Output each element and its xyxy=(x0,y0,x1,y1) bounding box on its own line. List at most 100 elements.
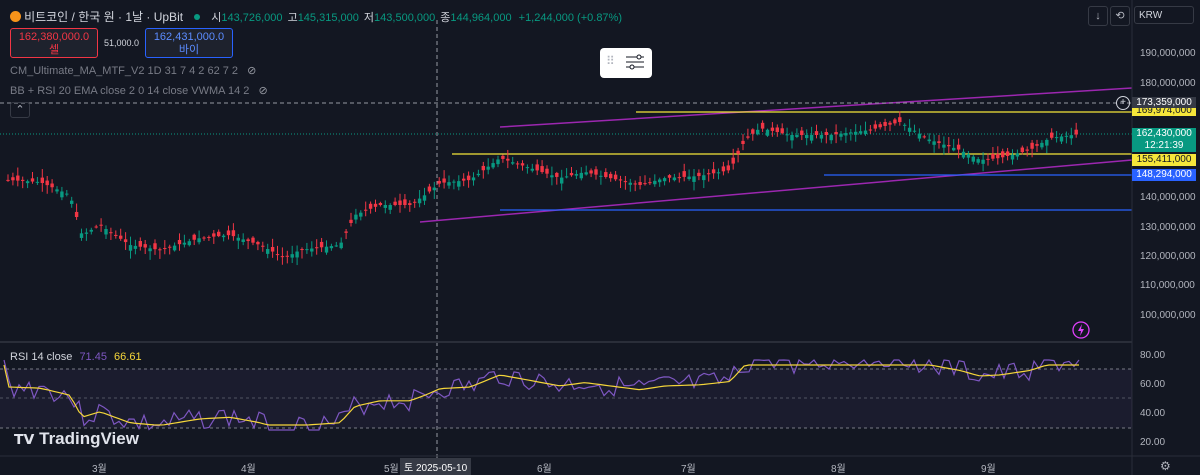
channel-upper-line[interactable] xyxy=(499,87,1133,128)
candle-body xyxy=(128,245,133,251)
month-label: 6월 xyxy=(537,464,552,475)
candle-body xyxy=(746,136,750,138)
sell-button[interactable]: 162,380,000.0 셀 xyxy=(10,28,98,58)
low-value: 143,500,000 xyxy=(374,12,436,24)
candle-body xyxy=(354,214,358,220)
buy-label: 바이 xyxy=(178,44,200,56)
candle-body xyxy=(844,133,848,136)
candle-body xyxy=(976,159,980,163)
currency-selector[interactable]: KRW xyxy=(1134,6,1194,24)
month-label: 8월 xyxy=(831,464,846,475)
candle-body xyxy=(520,163,525,166)
eye-off-icon[interactable]: ⊘ xyxy=(258,85,268,97)
candle-body xyxy=(319,241,324,248)
candle-body xyxy=(261,245,265,247)
candle-body xyxy=(707,173,711,175)
candle-body xyxy=(35,181,40,183)
candle-body xyxy=(334,245,338,247)
settings-gear-icon[interactable]: ⚙ xyxy=(1160,459,1171,473)
price-tick: 180,000,000 xyxy=(1140,78,1196,89)
settings-sliders-icon[interactable] xyxy=(624,54,646,72)
indicator-bb-row[interactable]: BB + RSI 20 EMA close 2 0 14 close VWMA … xyxy=(10,84,268,97)
candlestick-series xyxy=(6,111,1078,266)
candle-body xyxy=(138,241,142,247)
candle-body xyxy=(868,129,873,131)
candle-body xyxy=(854,131,858,135)
buy-button[interactable]: 162,431,000.0 바이 xyxy=(145,28,233,58)
candle-body xyxy=(991,153,995,159)
candle-body xyxy=(961,151,966,158)
candle-body xyxy=(266,249,270,254)
candle-body xyxy=(89,229,93,232)
price-tick: 190,000,000 xyxy=(1140,48,1196,59)
candle-body xyxy=(1025,149,1029,151)
candle-body xyxy=(40,177,44,183)
indicator-ma-row[interactable]: CM_Ultimate_MA_MTF_V2 1D 31 7 4 2 62 7 2… xyxy=(10,64,256,77)
candle-body xyxy=(1040,142,1044,148)
month-label: 7월 xyxy=(681,464,696,475)
candle-body xyxy=(104,229,108,235)
arrow-down-icon[interactable]: ↓ xyxy=(1088,6,1108,26)
candle-body xyxy=(829,134,833,141)
candle-body xyxy=(177,240,182,245)
candle-body xyxy=(442,178,446,183)
symbol-legend[interactable]: 비트코인 / 한국 원 · 1날 · UpBit 시143,726,000 고1… xyxy=(10,8,622,25)
candle-body xyxy=(628,182,632,185)
candle-body xyxy=(1035,144,1039,146)
candle-body xyxy=(197,238,201,243)
rsi-line xyxy=(3,358,1080,431)
tradingview-logo-icon: 𝗧𝗩 xyxy=(14,431,35,447)
candle-body xyxy=(858,131,863,134)
candle-body xyxy=(133,245,138,249)
partial-price-tag: 169,974,000 xyxy=(1132,108,1196,116)
candle-body xyxy=(398,200,402,205)
candle-body xyxy=(1074,129,1078,135)
candle-body xyxy=(658,179,662,183)
candle-body xyxy=(560,177,564,184)
channel-lower-line[interactable] xyxy=(419,159,1133,223)
add-alert-icon[interactable]: + xyxy=(1116,96,1130,110)
lightning-icon[interactable] xyxy=(1072,321,1090,339)
symbol-title[interactable]: 비트코인 / 한국 원 · 1날 · UpBit xyxy=(24,10,184,24)
candle-body xyxy=(589,170,593,174)
candle-body xyxy=(368,203,373,209)
candle-body xyxy=(364,209,368,211)
candle-body xyxy=(785,134,789,136)
candle-body xyxy=(736,150,740,154)
sell-label: 셀 xyxy=(48,44,60,56)
candle-body xyxy=(172,245,177,251)
candle-body xyxy=(383,205,387,208)
tradingview-logo[interactable]: 𝗧𝗩 TradingView xyxy=(14,429,139,449)
candle-body xyxy=(888,122,892,125)
candle-body xyxy=(501,155,505,159)
collapse-legend-button[interactable]: ⌃ xyxy=(10,102,30,118)
candle-body xyxy=(114,234,118,236)
candle-body xyxy=(878,124,882,128)
bitcoin-coin-icon xyxy=(10,11,21,22)
candle-body xyxy=(530,168,534,171)
rsi-ma-line xyxy=(3,364,1079,426)
refresh-icon[interactable]: ⟲ xyxy=(1110,6,1130,26)
candle-body xyxy=(540,166,544,173)
candle-body xyxy=(653,180,657,185)
drawing-toolbar-menu[interactable]: ⠿ xyxy=(600,48,652,78)
candle-body xyxy=(515,163,520,165)
candle-body xyxy=(697,172,701,177)
candle-body xyxy=(466,175,471,181)
drag-handle-icon[interactable]: ⠿ xyxy=(606,54,615,68)
candle-body xyxy=(579,172,583,179)
candle-body xyxy=(506,158,510,161)
candle-body xyxy=(378,202,383,205)
candle-body xyxy=(447,182,451,186)
candle-body xyxy=(427,186,432,192)
candle-body xyxy=(275,254,280,256)
candle-body xyxy=(569,172,574,176)
candle-body xyxy=(618,179,623,181)
candle-body xyxy=(6,179,10,181)
rsi-value: 71.45 xyxy=(79,351,107,363)
eye-off-icon[interactable]: ⊘ xyxy=(247,65,257,77)
rsi-legend[interactable]: RSI 14 close 71.45 66.61 xyxy=(10,351,142,363)
candle-body xyxy=(182,242,187,245)
candle-body xyxy=(898,117,902,123)
